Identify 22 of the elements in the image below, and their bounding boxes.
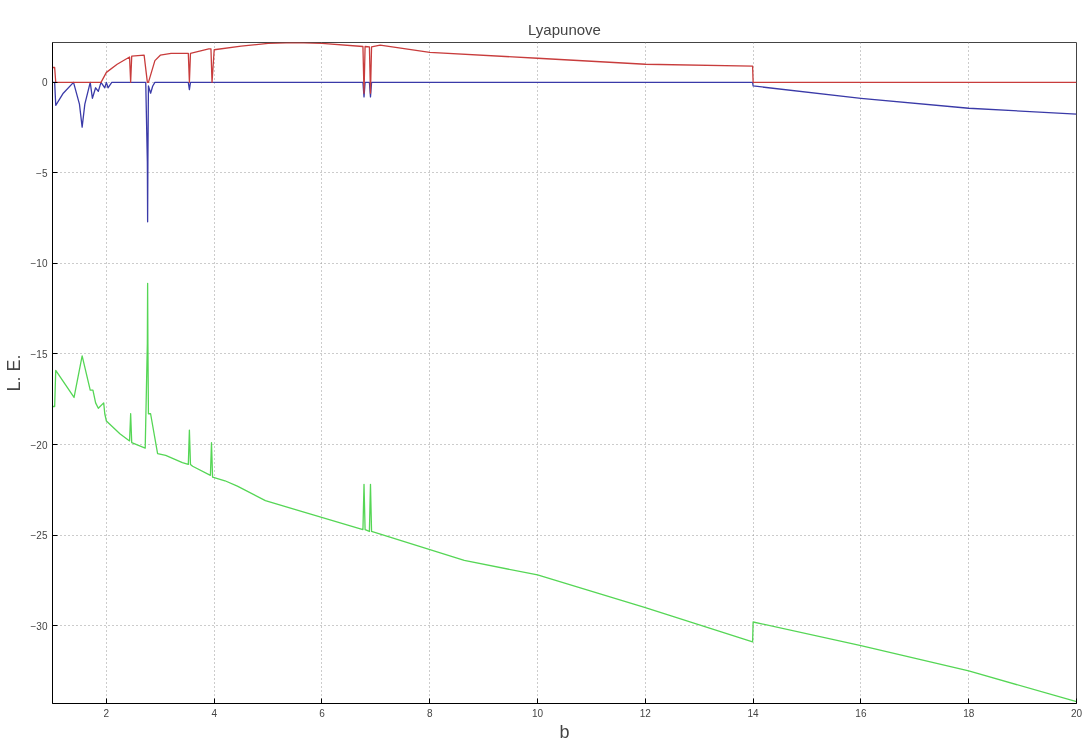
x-tick-label: 14 <box>747 707 760 719</box>
x-tick-label: 8 <box>426 707 433 719</box>
y-tick-label: −30 <box>30 620 48 632</box>
x-tick-label: 6 <box>319 707 326 719</box>
y-axis-title: L. E. <box>3 354 24 392</box>
y-tick-label: −5 <box>36 167 48 179</box>
x-tick-label: 20 <box>1070 707 1083 719</box>
line-series <box>52 42 1077 94</box>
y-tick-label: −15 <box>30 348 48 360</box>
x-axis-title: b <box>559 721 570 742</box>
line-series <box>52 81 1077 223</box>
x-tick-label: 18 <box>963 707 975 719</box>
y-tick-label: −25 <box>30 530 48 542</box>
chart-title: Lyapunove <box>528 20 601 38</box>
y-tick-label: −20 <box>30 439 48 451</box>
x-tick-label: 2 <box>103 707 110 719</box>
y-tick-label: 0 <box>41 77 48 89</box>
x-tick-label: 4 <box>211 707 218 719</box>
x-tick-label: 16 <box>855 707 867 719</box>
x-tick-label: 10 <box>531 707 544 719</box>
y-tick-label: −10 <box>30 258 48 270</box>
x-tick-label: 12 <box>639 707 652 719</box>
